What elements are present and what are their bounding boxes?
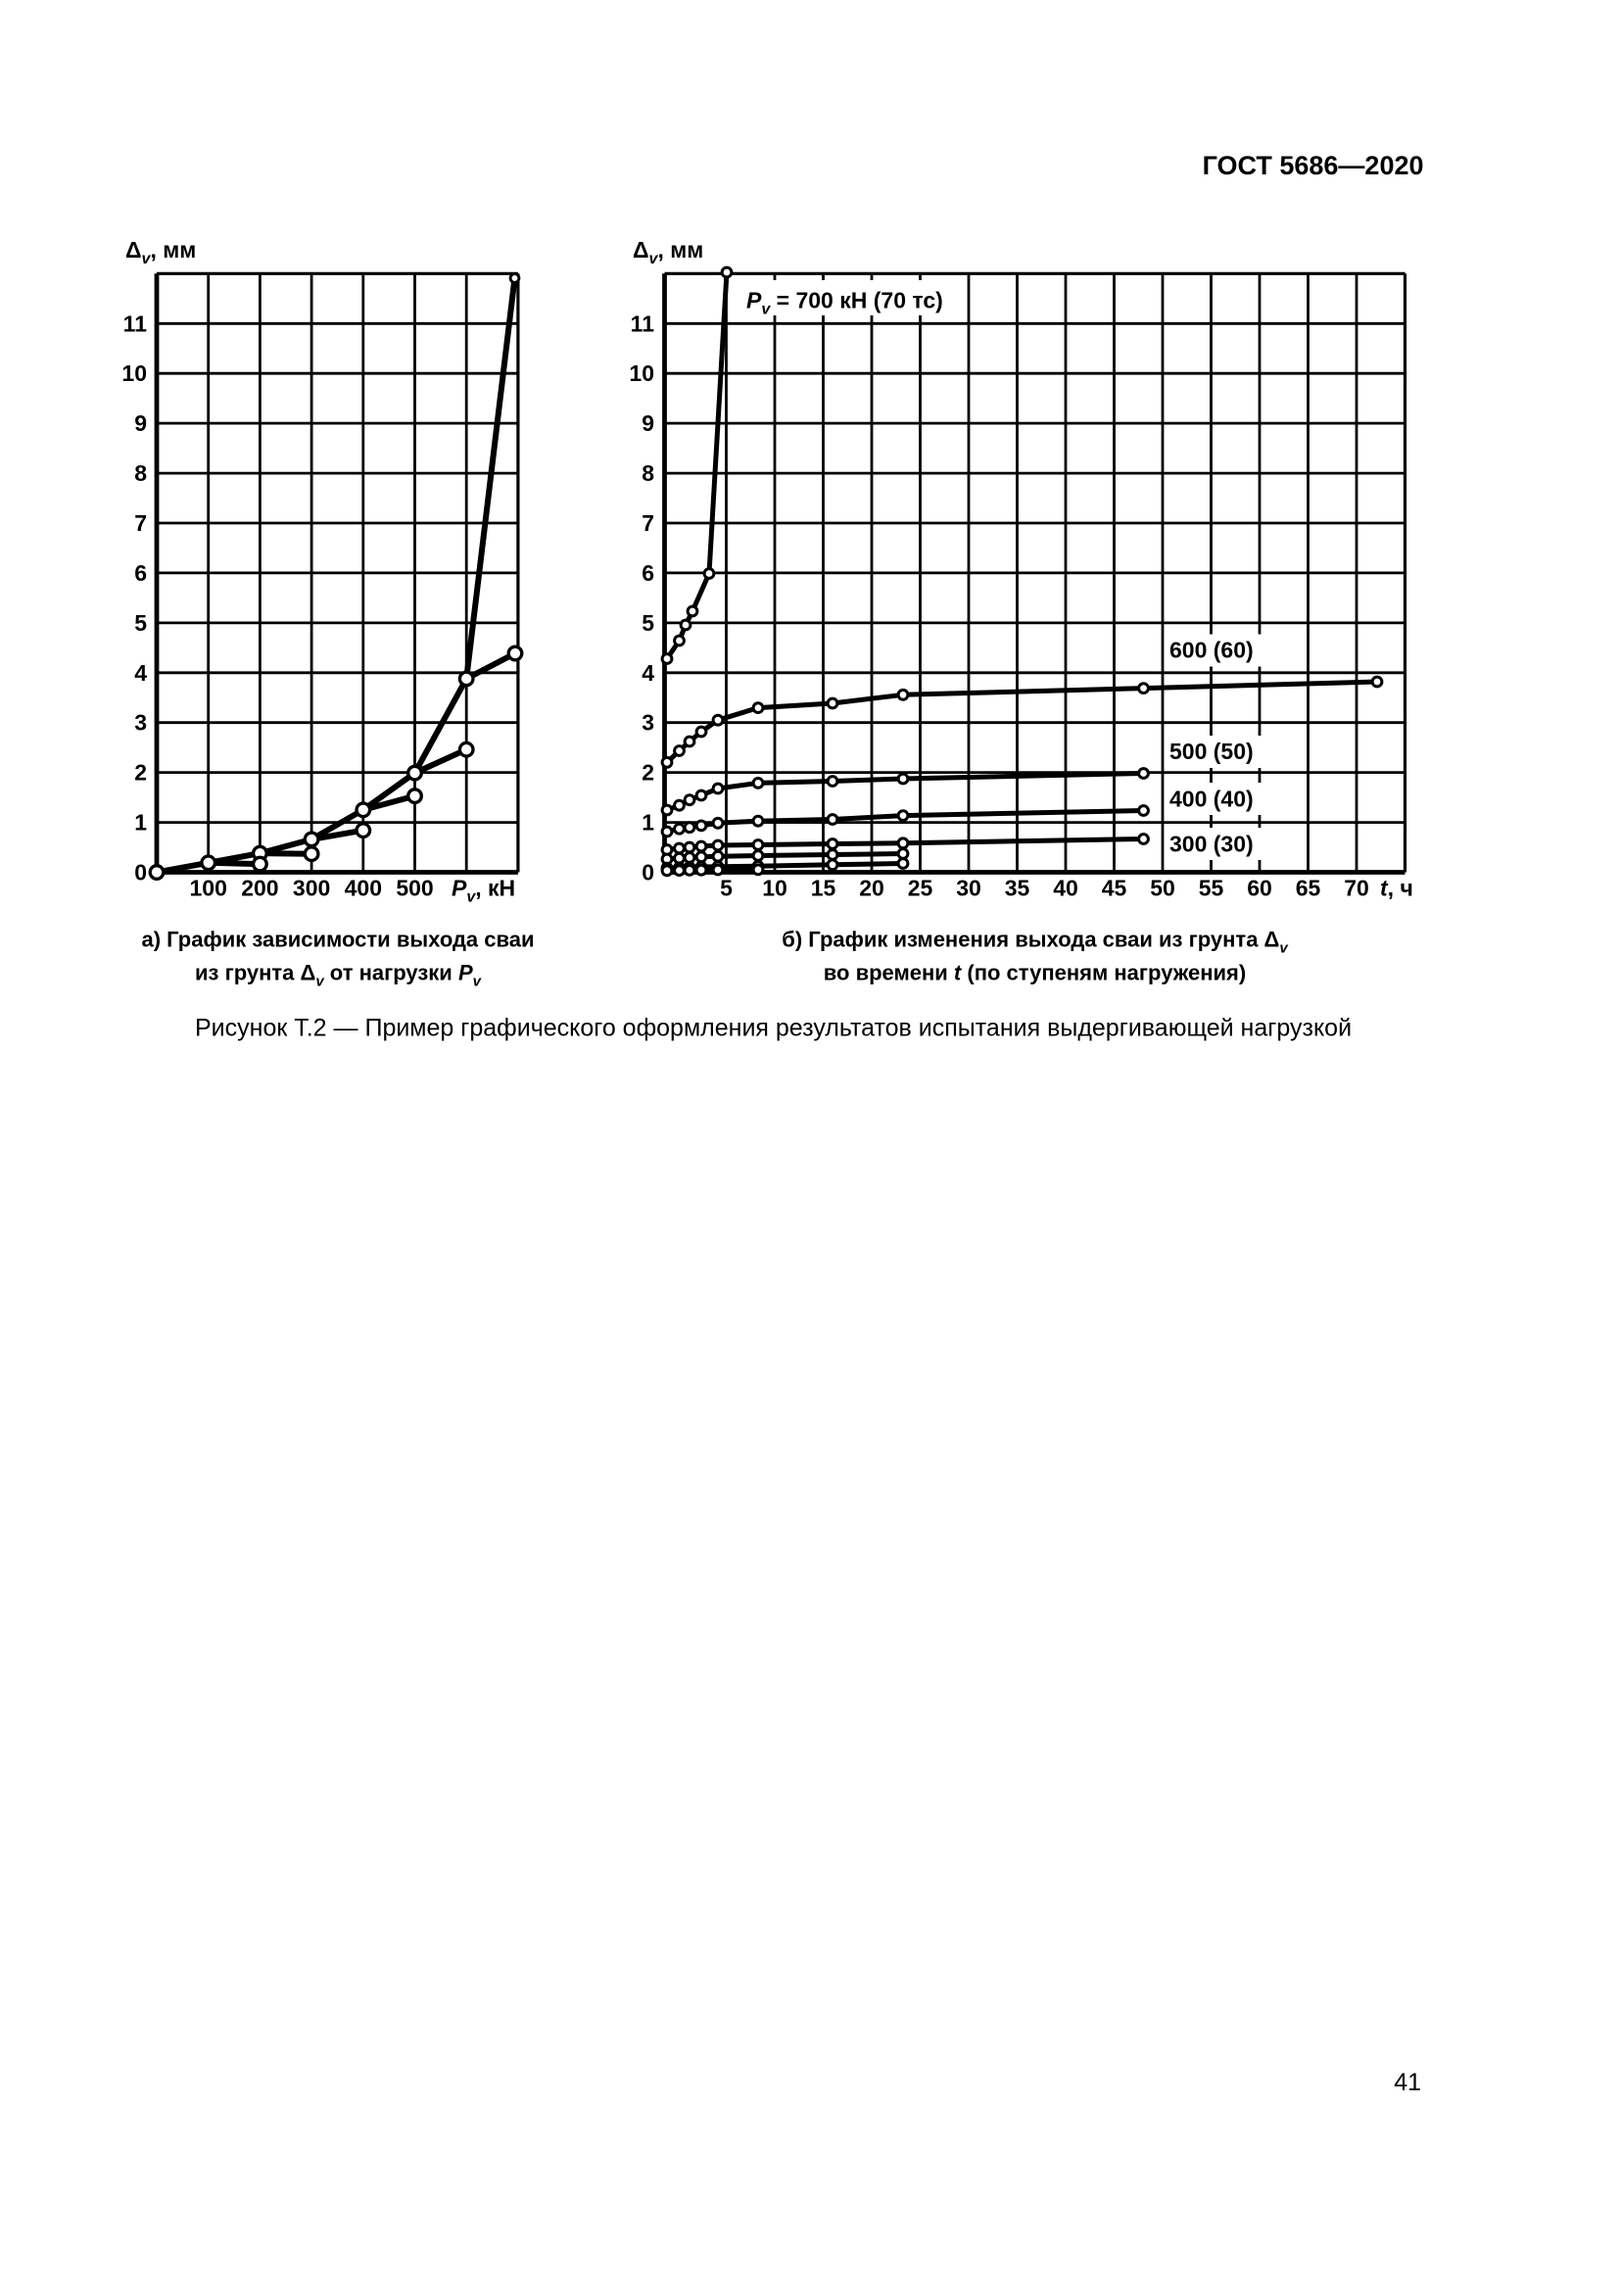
svg-text:5: 5 xyxy=(720,876,733,901)
svg-text:20: 20 xyxy=(859,876,884,901)
svg-text:500 (50): 500 (50) xyxy=(1169,739,1254,764)
svg-text:5: 5 xyxy=(134,610,147,636)
svg-text:Pv = 700 кН (70 тс): Pv = 700 кН (70 тс) xyxy=(746,288,943,318)
svg-text:Рисунок Т.2 — Пример графическ: Рисунок Т.2 — Пример графического оформл… xyxy=(195,1015,1352,1042)
svg-text:5: 5 xyxy=(642,610,654,636)
svg-text:Δv, мм: Δv, мм xyxy=(633,237,703,267)
svg-text:70: 70 xyxy=(1344,876,1369,901)
svg-text:ГОСТ 5686—2020: ГОСТ 5686—2020 xyxy=(1203,151,1424,180)
svg-text:200: 200 xyxy=(241,876,278,901)
svg-text:7: 7 xyxy=(642,510,654,536)
svg-text:11: 11 xyxy=(631,311,655,336)
svg-text:2: 2 xyxy=(134,760,147,786)
svg-text:6: 6 xyxy=(134,560,147,586)
svg-text:400 (40): 400 (40) xyxy=(1169,787,1254,812)
svg-text:300: 300 xyxy=(293,876,330,901)
svg-text:500: 500 xyxy=(396,876,433,901)
svg-text:3: 3 xyxy=(134,710,147,736)
svg-text:15: 15 xyxy=(811,876,836,901)
svg-text:45: 45 xyxy=(1102,876,1127,901)
svg-text:10: 10 xyxy=(629,360,654,386)
svg-text:9: 9 xyxy=(134,410,147,436)
svg-text:55: 55 xyxy=(1199,876,1224,901)
svg-text:60: 60 xyxy=(1247,876,1272,901)
svg-text:8: 8 xyxy=(134,460,147,486)
svg-text:1: 1 xyxy=(134,810,147,836)
svg-text:4: 4 xyxy=(642,660,654,686)
svg-text:30: 30 xyxy=(956,876,981,901)
svg-text:из грунта Δv от нагрузки Pv: из грунта Δv от нагрузки Pv xyxy=(195,961,483,990)
svg-text:35: 35 xyxy=(1005,876,1030,901)
svg-text:8: 8 xyxy=(642,460,654,486)
svg-text:6: 6 xyxy=(642,560,654,586)
svg-text:7: 7 xyxy=(134,510,147,536)
svg-text:10: 10 xyxy=(762,876,787,901)
svg-text:400: 400 xyxy=(345,876,382,901)
svg-text:Δv, мм: Δv, мм xyxy=(125,237,196,267)
svg-text:300 (30): 300 (30) xyxy=(1169,832,1254,857)
svg-text:40: 40 xyxy=(1053,876,1078,901)
svg-text:1: 1 xyxy=(642,810,654,836)
svg-text:50: 50 xyxy=(1150,876,1175,901)
svg-text:600 (60): 600 (60) xyxy=(1169,638,1254,663)
svg-text:11: 11 xyxy=(123,311,148,336)
svg-text:Pv, кН: Pv, кН xyxy=(452,876,515,906)
svg-text:2: 2 xyxy=(642,760,654,786)
svg-text:а) График зависимости выхода с: а) График зависимости выхода сваи xyxy=(141,928,534,952)
svg-text:0: 0 xyxy=(134,860,147,885)
svg-text:t, ч: t, ч xyxy=(1380,876,1413,901)
svg-text:25: 25 xyxy=(908,876,933,901)
svg-text:б) График изменения выхода сва: б) График изменения выхода сваи из грунт… xyxy=(782,928,1289,957)
svg-text:3: 3 xyxy=(642,710,654,736)
svg-text:41: 41 xyxy=(1394,2069,1421,2096)
svg-text:4: 4 xyxy=(134,660,147,686)
svg-text:10: 10 xyxy=(121,360,147,386)
svg-text:9: 9 xyxy=(642,410,654,436)
svg-text:0: 0 xyxy=(642,860,654,885)
svg-text:65: 65 xyxy=(1296,876,1321,901)
svg-text:во времени t (по ступеням нагр: во времени t (по ступеням нагружения) xyxy=(824,961,1246,985)
svg-text:100: 100 xyxy=(190,876,227,901)
